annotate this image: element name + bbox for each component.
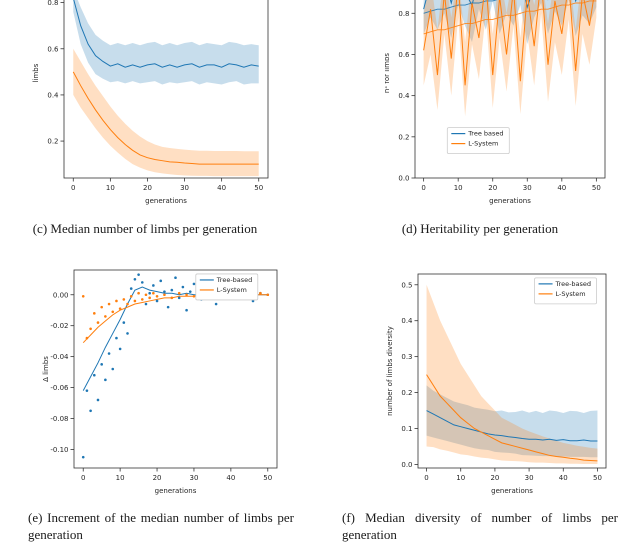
svg-text:generations: generations — [155, 487, 197, 495]
svg-text:50: 50 — [263, 474, 272, 482]
svg-text:10: 10 — [106, 184, 115, 192]
svg-text:40: 40 — [217, 184, 226, 192]
svg-text:Tree-based: Tree-based — [216, 276, 253, 284]
svg-text:40: 40 — [226, 474, 235, 482]
svg-text:L-System: L-System — [217, 286, 247, 294]
svg-text:0.2: 0.2 — [47, 138, 58, 146]
chart-median-limbs: 0 10 20 30 40 50 0.2 0.4 0.6 0.8 generations limbs — [28, 0, 280, 212]
svg-text:0.00: 0.00 — [53, 291, 69, 299]
svg-text:generations: generations — [145, 197, 187, 205]
svg-text:h² for limbs: h² for limbs — [385, 53, 391, 93]
svg-text:10: 10 — [454, 184, 463, 192]
svg-text:L-System: L-System — [468, 140, 498, 148]
chart-heritability: 010203040500.00.20.40.60.81.0generations… — [385, 0, 615, 212]
svg-text:0: 0 — [421, 184, 425, 192]
chart-median-limbs-svg: 0 10 20 30 40 50 0.2 0.4 0.6 0.8 generations limbs — [32, 0, 269, 205]
svg-text:-0.08: -0.08 — [50, 415, 68, 423]
svg-text:50: 50 — [593, 474, 602, 482]
svg-text:0.2: 0.2 — [398, 133, 409, 141]
chart-limbs-diversity-svg: 0 10 20 30 40 50 0.0 0.1 0.2 0.3 0.4 0.5 generations… — [386, 273, 607, 495]
svg-text:40: 40 — [557, 184, 566, 192]
svg-text:L-System: L-System — [556, 290, 586, 298]
svg-text:0.3: 0.3 — [401, 353, 412, 361]
svg-text:30: 30 — [189, 474, 198, 482]
chart-limbs-increment: 0 10 20 30 40 50 -0.10 -0.08 -0.06 -0.04 -0.02 0.00… — [30, 262, 287, 504]
svg-text:Tree based: Tree based — [467, 130, 503, 138]
svg-text:30: 30 — [180, 184, 189, 192]
svg-text:0.5: 0.5 — [401, 281, 412, 289]
svg-text:20: 20 — [153, 474, 162, 482]
svg-text:generations: generations — [491, 487, 533, 495]
svg-text:0.6: 0.6 — [47, 45, 59, 53]
svg-text:30: 30 — [523, 184, 532, 192]
svg-text:50: 50 — [592, 184, 601, 192]
svg-text:-0.02: -0.02 — [50, 322, 68, 330]
svg-text:20: 20 — [490, 474, 499, 482]
svg-text:0.4: 0.4 — [47, 91, 59, 99]
svg-text:10: 10 — [116, 474, 125, 482]
svg-text:-0.10: -0.10 — [50, 446, 68, 454]
svg-text:0.0: 0.0 — [398, 175, 409, 183]
svg-text:0.4: 0.4 — [401, 317, 413, 325]
svg-text:0.6: 0.6 — [398, 51, 410, 59]
svg-text:10: 10 — [456, 474, 465, 482]
caption-e: (e) Increment of the median number of li… — [28, 510, 294, 542]
svg-text:0: 0 — [81, 474, 85, 482]
svg-text:50: 50 — [254, 184, 263, 192]
svg-text:0.4: 0.4 — [398, 92, 410, 100]
svg-text:Tree-based: Tree-based — [555, 280, 592, 288]
caption-d: (d) Heritability per generation — [401, 221, 559, 236]
chart-heritability-svg: 010203040500.00.20.40.60.81.0generations… — [385, 0, 606, 205]
svg-text:0.2: 0.2 — [401, 389, 412, 397]
svg-text:0.8: 0.8 — [398, 10, 409, 18]
svg-text:30: 30 — [525, 474, 534, 482]
svg-text:0.0: 0.0 — [401, 461, 412, 469]
svg-text:40: 40 — [559, 474, 568, 482]
caption-f: (f) Median diversity of number of limbs … — [342, 510, 618, 542]
svg-text:number of limbs diversity: number of limbs diversity — [386, 326, 394, 416]
caption-c: (c) Median number of limbs per generatio… — [32, 221, 258, 236]
svg-text:Δ limbs: Δ limbs — [42, 356, 50, 382]
svg-text:0: 0 — [424, 474, 428, 482]
svg-text:-0.06: -0.06 — [50, 384, 69, 392]
chart-limbs-diversity: 0 10 20 30 40 50 0.0 0.1 0.2 0.3 0.4 0.5 generations… — [382, 266, 616, 504]
svg-text:0.1: 0.1 — [401, 425, 412, 433]
svg-text:generations: generations — [489, 197, 531, 205]
svg-text:0: 0 — [71, 184, 75, 192]
svg-text:20: 20 — [143, 184, 152, 192]
svg-text:limbs: limbs — [32, 63, 40, 82]
svg-text:0.8: 0.8 — [47, 0, 58, 7]
chart-limbs-increment-svg: 0 10 20 30 40 50 -0.10 -0.08 -0.06 -0.04 -0.02 0.00… — [42, 269, 278, 495]
svg-text:-0.04: -0.04 — [50, 353, 69, 361]
svg-text:20: 20 — [488, 184, 497, 192]
